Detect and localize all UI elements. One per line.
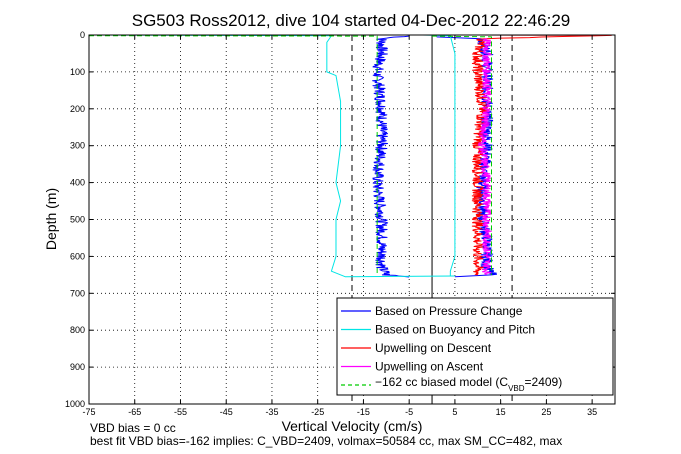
x-tick-label: 35 bbox=[587, 407, 597, 417]
footer-best-fit: best fit VBD bias=-162 implies: C_VBD=24… bbox=[90, 434, 562, 448]
y-tick-label: 100 bbox=[70, 67, 85, 77]
x-tick-label: -5 bbox=[405, 407, 413, 417]
x-tick-label: -55 bbox=[174, 407, 187, 417]
x-tick-label: -25 bbox=[311, 407, 324, 417]
x-tick-label: 15 bbox=[496, 407, 506, 417]
legend-label-model: −162 cc biased model (CVBD=2409) bbox=[375, 375, 562, 393]
axis-ticks: -75 -65 -55 -45 -35 -25 -15 -5 5 15 25 350100200300… bbox=[65, 30, 615, 417]
chart-title: SG503 Ross2012, dive 104 started 04-Dec-… bbox=[132, 11, 571, 30]
x-tick-label: -15 bbox=[357, 407, 370, 417]
series-line bbox=[422, 34, 456, 277]
legend-model-sub: VBD bbox=[508, 384, 525, 393]
legend-model-main: −162 cc biased model (C bbox=[375, 375, 508, 389]
y-tick-label: 1000 bbox=[65, 399, 85, 409]
y-tick-label: 700 bbox=[70, 288, 85, 298]
y-tick-label: 0 bbox=[80, 30, 85, 40]
legend-items: Based on Pressure Change Based on Buoyanc… bbox=[341, 304, 535, 374]
legend: Based on Pressure Change Based on Buoyanc… bbox=[336, 297, 614, 396]
y-tick-label: 600 bbox=[70, 251, 85, 261]
x-axis-label: Vertical Velocity (cm/s) bbox=[282, 418, 423, 434]
x-tick-label: 25 bbox=[541, 407, 551, 417]
y-tick-label: 500 bbox=[70, 215, 85, 225]
legend-model-tail: =2409) bbox=[525, 375, 563, 389]
y-tick-label: 400 bbox=[70, 178, 85, 188]
legend-label: Based on Pressure Change bbox=[375, 304, 523, 318]
series-line bbox=[477, 38, 492, 276]
y-tick-label: 800 bbox=[70, 325, 85, 335]
legend-box bbox=[336, 297, 614, 396]
series-line bbox=[88, 34, 455, 278]
legend-label: Upwelling on Descent bbox=[375, 341, 492, 355]
series-line bbox=[432, 35, 492, 275]
x-tick-label: -65 bbox=[128, 407, 141, 417]
series-line bbox=[471, 34, 612, 276]
series-line bbox=[372, 35, 410, 278]
legend-label: Based on Buoyancy and Pitch bbox=[375, 323, 535, 337]
x-tick-label: -75 bbox=[82, 407, 95, 417]
footer-vbd-bias: VBD bias = 0 cc bbox=[90, 421, 176, 435]
series-line bbox=[88, 35, 378, 275]
y-axis-label: Depth (m) bbox=[43, 188, 59, 250]
y-tick-label: 900 bbox=[70, 362, 85, 372]
x-tick-label: -45 bbox=[220, 407, 233, 417]
y-tick-label: 300 bbox=[70, 141, 85, 151]
legend-label: Upwelling on Ascent bbox=[375, 360, 484, 374]
x-tick-label: -35 bbox=[265, 407, 278, 417]
y-tick-label: 200 bbox=[70, 104, 85, 114]
x-tick-label: 5 bbox=[452, 407, 457, 417]
